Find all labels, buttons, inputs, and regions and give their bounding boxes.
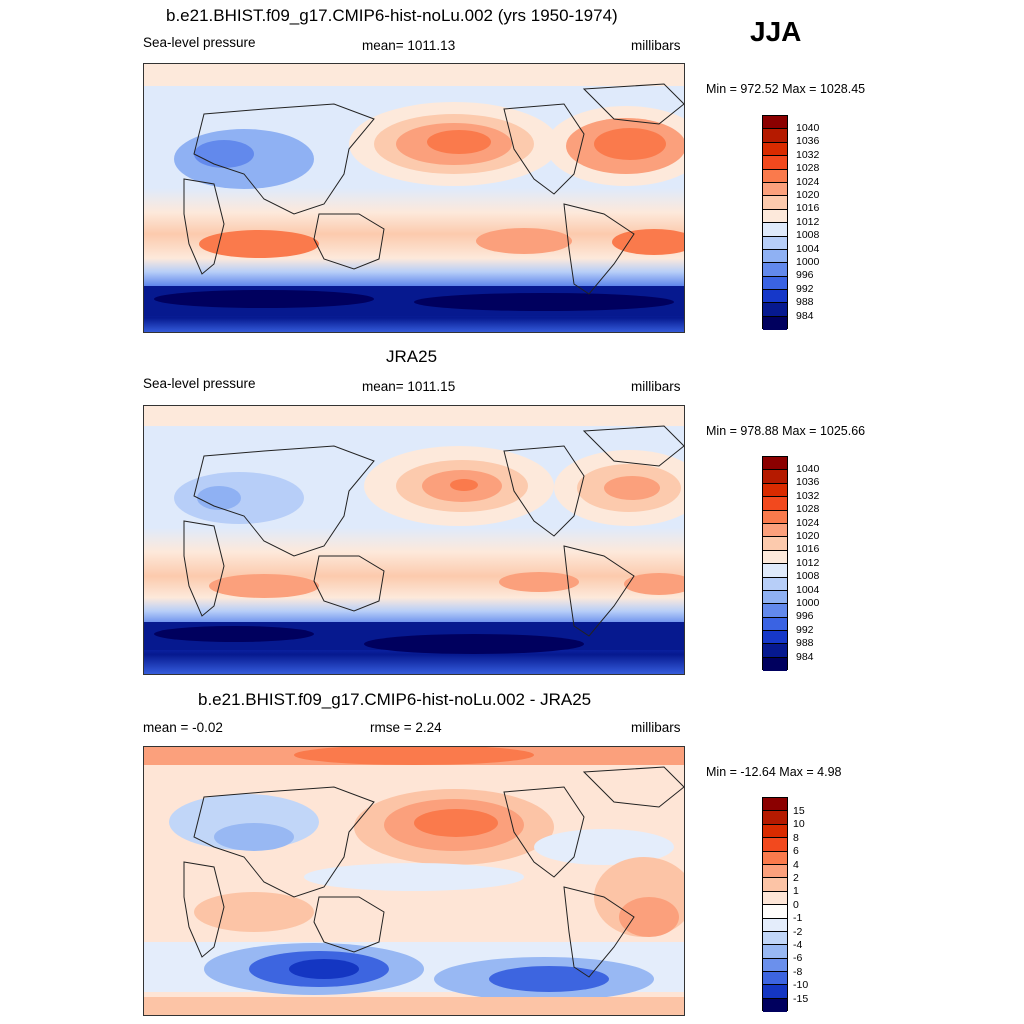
tick-label: 996 (796, 610, 814, 623)
tick-label: 996 (796, 269, 814, 282)
panel3-mean-label: mean = -0.02 (143, 720, 223, 735)
panel1-colorbar (762, 115, 788, 331)
tick-label: 1024 (796, 175, 820, 188)
tick-label: 984 (796, 650, 814, 663)
tick-label: 1028 (796, 503, 820, 516)
panel3-colorbar (762, 797, 788, 1013)
tick-label: 10 (793, 818, 805, 831)
tick-label: 2 (793, 872, 799, 884)
panel2-variable-label: Sea-level pressure (143, 376, 256, 391)
panel2-units-label: millibars (631, 379, 681, 394)
panel3-map (143, 746, 685, 1016)
tick-label: 1008 (796, 570, 820, 583)
tick-label: 1004 (796, 242, 820, 255)
tick-label: 1032 (796, 489, 820, 502)
panel2-title: JRA25 (386, 347, 438, 366)
panel2-minmax: Min = 978.88 Max = 1025.66 (706, 424, 866, 438)
tick-label: 1020 (796, 530, 820, 542)
tick-label: 15 (793, 805, 805, 817)
tick-label: 1036 (796, 135, 820, 148)
panel1-variable-label: Sea-level pressure (143, 35, 256, 50)
tick-label: 0 (793, 898, 799, 911)
tick-label: -10 (793, 979, 809, 992)
tick-label: 1032 (796, 148, 820, 161)
tick-label: 992 (796, 623, 814, 636)
panel1-mean-label: mean= 1011.13 (362, 38, 456, 53)
tick-label: 4 (793, 858, 799, 871)
panel2-map (143, 405, 685, 675)
tick-label: 8 (793, 831, 799, 844)
tick-label: -4 (793, 939, 803, 951)
tick-label: -2 (793, 925, 803, 938)
panel2-mean-label: mean= 1011.15 (362, 379, 456, 394)
panel3-minmax: Min = -12.64 Max = 4.98 (706, 765, 842, 779)
tick-label: 1016 (796, 543, 820, 556)
panel1-title: b.e21.BHIST.f09_g17.CMIP6-hist-noLu.002 … (166, 6, 618, 25)
season-label: JJA (750, 16, 802, 47)
tick-label: 1000 (796, 597, 820, 609)
tick-label: 1004 (796, 583, 820, 596)
tick-label: 1024 (796, 516, 820, 529)
tick-label: 1016 (796, 202, 820, 215)
tick-label: -8 (793, 965, 803, 978)
tick-label: 1040 (796, 463, 820, 475)
panel1-minmax: Min = 972.52 Max = 1028.45 (706, 82, 866, 96)
tick-label: 6 (793, 845, 799, 858)
panel3-title: b.e21.BHIST.f09_g17.CMIP6-hist-noLu.002 … (198, 690, 592, 709)
tick-label: 992 (796, 282, 814, 295)
tick-label: 984 (796, 309, 814, 322)
tick-label: 1012 (796, 556, 820, 569)
tick-label: -15 (793, 992, 809, 1005)
tick-label: 1 (793, 885, 799, 898)
tick-label: -1 (793, 912, 803, 925)
tick-label: 1012 (796, 215, 820, 228)
tick-label: 1028 (796, 162, 820, 175)
panel3-units-label: millibars (631, 720, 681, 735)
panel3-rmse-label: rmse = 2.24 (370, 720, 442, 735)
tick-label: 988 (796, 637, 814, 650)
panel2-colorbar (762, 456, 788, 672)
panel1-units-label: millibars (631, 38, 681, 53)
tick-label: 1000 (796, 256, 820, 268)
tick-label: 1040 (796, 122, 820, 134)
panel1-map (143, 63, 685, 333)
tick-label: 988 (796, 296, 814, 309)
tick-label: 1008 (796, 229, 820, 242)
tick-label: 1020 (796, 189, 820, 201)
tick-label: 1036 (796, 476, 820, 489)
tick-label: -6 (793, 952, 803, 965)
